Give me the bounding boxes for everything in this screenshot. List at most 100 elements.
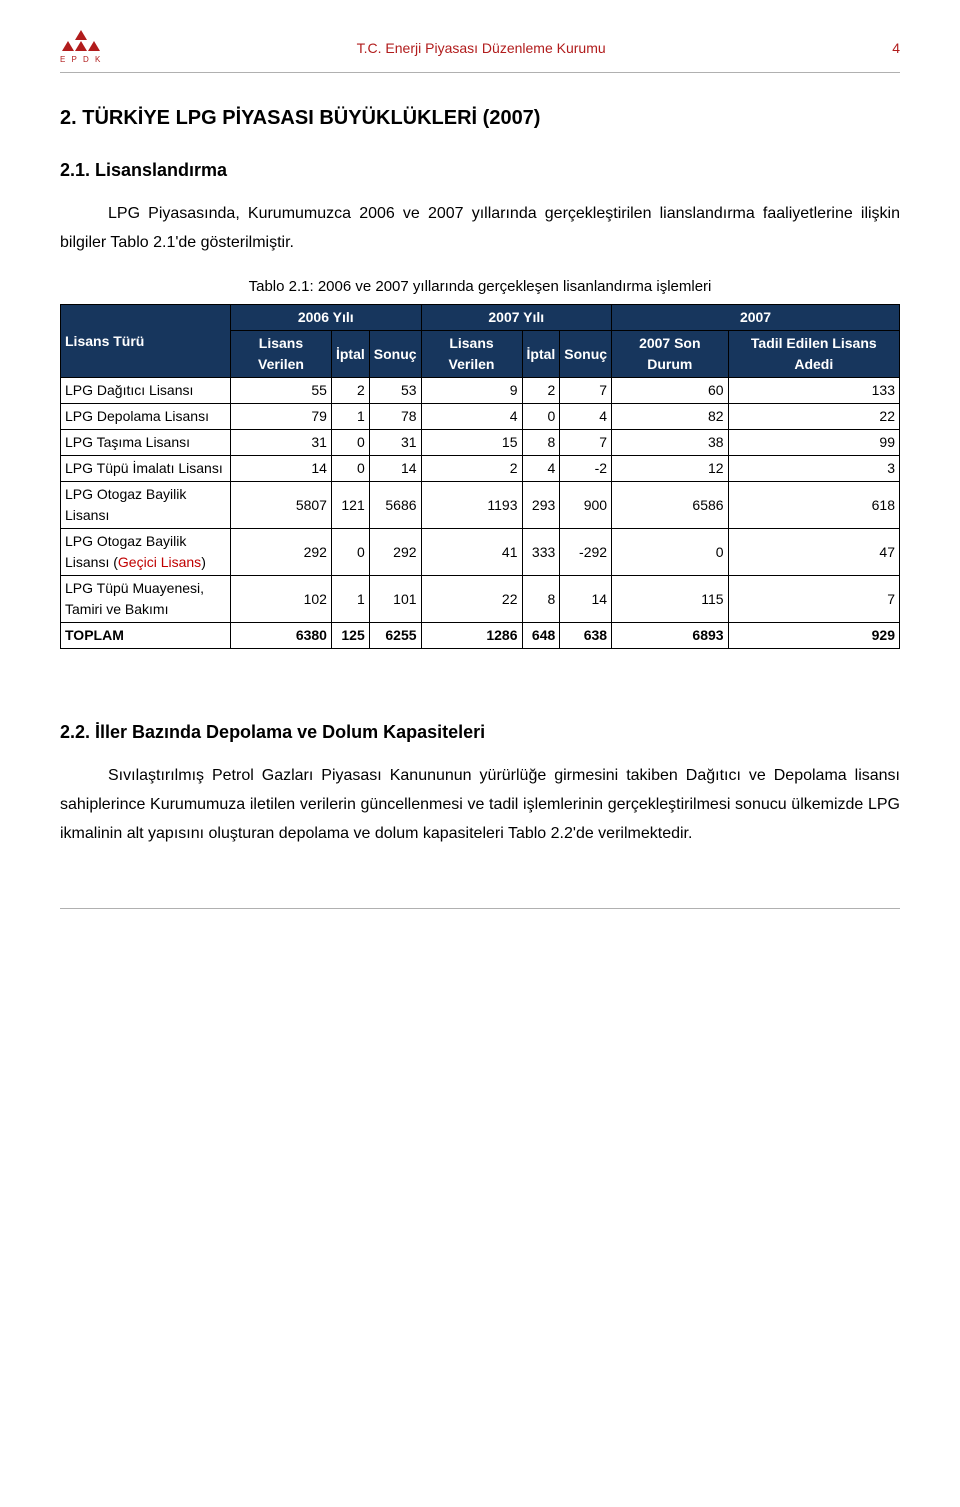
cell: 7 [728,576,899,623]
cell: 14 [560,576,612,623]
row-label: LPG Tüpü Muayenesi, Tamiri ve Bakımı [61,576,231,623]
cell: 121 [331,482,369,529]
cell: 638 [560,623,612,649]
logo: E P D K [60,30,102,66]
cell: 6255 [369,623,421,649]
cell: 6380 [231,623,332,649]
section-2-2-paragraph: Sıvılaştırılmış Petrol Gazları Piyasası … [60,762,900,848]
table-row: LPG Tüpü Muayenesi, Tamiri ve Bakımı1021… [61,576,900,623]
cell: 292 [369,529,421,576]
th-c8: Tadil Edilen Lisans Adedi [728,331,899,378]
cell: 0 [331,456,369,482]
th-group-2006: 2006 Yılı [231,305,422,331]
row-label: LPG Tüpü İmalatı Lisansı [61,456,231,482]
row-label: LPG Otogaz Bayilik Lisansı [61,482,231,529]
cell: 133 [728,378,899,404]
row-label: LPG Depolama Lisansı [61,404,231,430]
logo-row-icon [62,41,100,51]
table-row: LPG Taşıma Lisansı3103115873899 [61,430,900,456]
cell: 5686 [369,482,421,529]
cell: 5807 [231,482,332,529]
cell: 82 [612,404,729,430]
cell: 101 [369,576,421,623]
cell: 929 [728,623,899,649]
cell: 333 [522,529,560,576]
cell: 1286 [421,623,522,649]
cell: 2 [421,456,522,482]
cell: 53 [369,378,421,404]
cell: 22 [421,576,522,623]
cell: 293 [522,482,560,529]
cell: 12 [612,456,729,482]
cell: 55 [231,378,332,404]
cell: 31 [231,430,332,456]
page-number: 4 [860,38,900,59]
th-c3: Sonuç [369,331,421,378]
cell: 125 [331,623,369,649]
th-group-2007b: 2007 [612,305,900,331]
cell: 3 [728,456,899,482]
page-header: E P D K T.C. Enerji Piyasası Düzenleme K… [60,30,900,73]
cell: 6586 [612,482,729,529]
table-body: LPG Dağıtıcı Lisansı5525392760133LPG Dep… [61,378,900,649]
th-c1: Lisans Verilen [231,331,332,378]
table-row: LPG Tüpü İmalatı Lisansı1401424-2123 [61,456,900,482]
th-c2: İptal [331,331,369,378]
cell: 60 [612,378,729,404]
cell: 2 [522,378,560,404]
cell: 78 [369,404,421,430]
cell: 4 [421,404,522,430]
cell: 0 [612,529,729,576]
licensing-table: Lisans Türü 2006 Yılı 2007 Yılı 2007 Lis… [60,304,900,649]
table-row: LPG Otogaz Bayilik Lisansı (Geçici Lisan… [61,529,900,576]
logo-triangle-icon [75,30,87,40]
logo-text: E P D K [60,54,102,66]
cell: 8 [522,430,560,456]
cell: 1 [331,404,369,430]
cell: 15 [421,430,522,456]
cell: 0 [331,430,369,456]
cell: 7 [560,430,612,456]
section-main-title: 2. TÜRKİYE LPG PİYASASI BÜYÜKLÜKLERİ (20… [60,103,900,133]
row-label: LPG Taşıma Lisansı [61,430,231,456]
header-title: T.C. Enerji Piyasası Düzenleme Kurumu [102,38,860,59]
cell: 292 [231,529,332,576]
th-c7: 2007 Son Durum [612,331,729,378]
cell: 0 [331,529,369,576]
cell: 6893 [612,623,729,649]
section-2-1-paragraph: LPG Piyasasında, Kurumumuzca 2006 ve 200… [60,200,900,258]
cell: 41 [421,529,522,576]
cell: 618 [728,482,899,529]
section-2-2-title: 2.2. İller Bazında Depolama ve Dolum Kap… [60,719,900,746]
table-caption: Tablo 2.1: 2006 ve 2007 yıllarında gerçe… [60,276,900,299]
cell: 1193 [421,482,522,529]
cell: 4 [522,456,560,482]
cell: 22 [728,404,899,430]
row-label: LPG Otogaz Bayilik Lisansı (Geçici Lisan… [61,529,231,576]
th-c6: Sonuç [560,331,612,378]
table-header: Lisans Türü 2006 Yılı 2007 Yılı 2007 Lis… [61,305,900,378]
cell: 9 [421,378,522,404]
cell: 2 [331,378,369,404]
cell: 0 [522,404,560,430]
cell: 38 [612,430,729,456]
cell: 79 [231,404,332,430]
table-row: TOPLAM6380125625512866486386893929 [61,623,900,649]
th-c5: İptal [522,331,560,378]
cell: 31 [369,430,421,456]
section-2-1-title: 2.1. Lisanslandırma [60,157,900,184]
table-row: LPG Depolama Lisansı791784048222 [61,404,900,430]
cell: 47 [728,529,899,576]
th-group-2007: 2007 Yılı [421,305,612,331]
th-c4: Lisans Verilen [421,331,522,378]
cell: 4 [560,404,612,430]
cell: 115 [612,576,729,623]
cell: 648 [522,623,560,649]
table-row: LPG Otogaz Bayilik Lisansı58071215686119… [61,482,900,529]
table-row: LPG Dağıtıcı Lisansı5525392760133 [61,378,900,404]
row-label: LPG Dağıtıcı Lisansı [61,378,231,404]
cell: 7 [560,378,612,404]
cell: 14 [231,456,332,482]
cell: 99 [728,430,899,456]
cell: 14 [369,456,421,482]
